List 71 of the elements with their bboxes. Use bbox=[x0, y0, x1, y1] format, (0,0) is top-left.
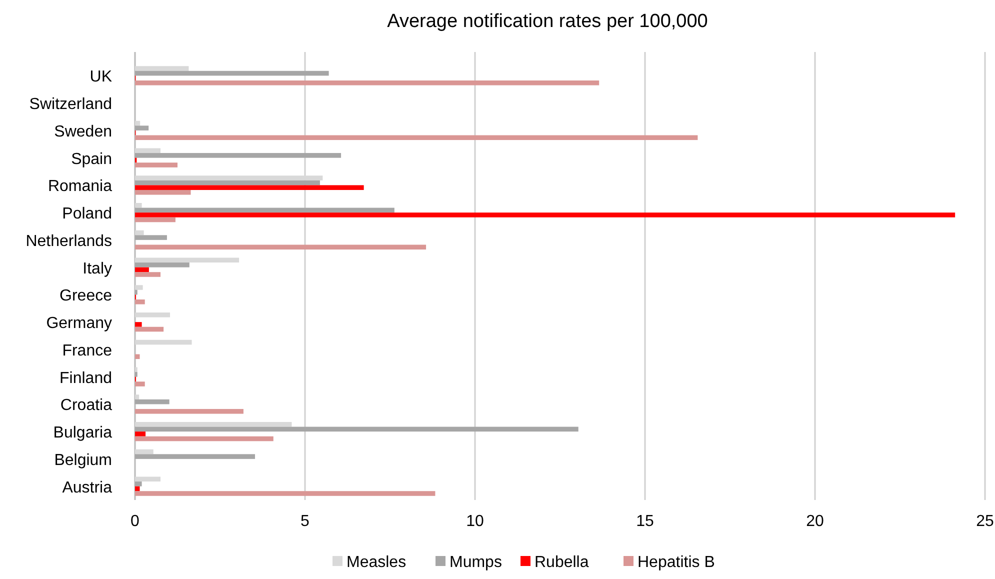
y-tick-label: Finland bbox=[60, 370, 112, 387]
bar bbox=[135, 70, 329, 76]
bar bbox=[135, 454, 256, 459]
y-tick-label: Switzerland bbox=[29, 96, 112, 114]
bar bbox=[135, 399, 170, 404]
bar bbox=[135, 422, 292, 427]
bar bbox=[135, 180, 320, 186]
bar bbox=[135, 120, 140, 126]
bar bbox=[135, 394, 140, 400]
y-tick-label: Germany bbox=[46, 315, 112, 332]
bar bbox=[135, 230, 144, 236]
bar bbox=[135, 354, 140, 360]
y-tick-label: UK bbox=[90, 68, 112, 86]
y-tick-label: Bulgaria bbox=[53, 424, 112, 442]
y-tick-label: Poland bbox=[62, 206, 112, 223]
bar bbox=[135, 285, 143, 290]
bar bbox=[135, 382, 145, 386]
legend-label: Hepatitis B bbox=[638, 554, 715, 571]
bar bbox=[135, 153, 342, 158]
bar bbox=[135, 244, 426, 250]
y-tick-label: Spain bbox=[71, 150, 112, 168]
bar bbox=[135, 322, 142, 327]
bar bbox=[135, 432, 146, 436]
bar bbox=[135, 212, 956, 218]
bar bbox=[135, 272, 160, 277]
bar bbox=[135, 436, 274, 442]
bar bbox=[135, 217, 176, 222]
x-tick-label: 15 bbox=[636, 513, 654, 530]
bar bbox=[135, 208, 394, 213]
y-tick-label: Romania bbox=[48, 178, 112, 196]
bar bbox=[135, 262, 190, 268]
bar bbox=[135, 267, 149, 272]
bar bbox=[135, 486, 140, 492]
bar bbox=[135, 135, 698, 140]
bar bbox=[135, 202, 142, 208]
bar bbox=[135, 66, 189, 71]
x-tick-label: 25 bbox=[976, 513, 994, 530]
bar bbox=[135, 408, 244, 414]
y-tick-label: Austria bbox=[62, 479, 112, 496]
legend-label: Rubella bbox=[534, 554, 589, 571]
bar bbox=[135, 299, 145, 304]
y-tick-label: Sweden bbox=[54, 123, 112, 140]
bar bbox=[135, 235, 167, 240]
y-tick-label: Netherlands bbox=[26, 232, 112, 250]
bar bbox=[135, 340, 192, 345]
bar bbox=[135, 326, 164, 332]
bar bbox=[135, 162, 178, 168]
chart-title: Average notification rates per 100,000 bbox=[387, 11, 708, 32]
y-tick-label: France bbox=[62, 342, 112, 360]
bar bbox=[135, 126, 149, 130]
y-tick-label: Greece bbox=[60, 288, 112, 305]
bar bbox=[135, 426, 578, 432]
x-tick-label: 5 bbox=[300, 513, 310, 530]
x-tick-label: 10 bbox=[466, 513, 484, 530]
y-tick-label: Italy bbox=[82, 260, 112, 278]
bar bbox=[135, 312, 170, 318]
x-tick-label: 20 bbox=[806, 513, 824, 530]
legend-label: Mumps bbox=[450, 554, 502, 571]
bar bbox=[135, 482, 142, 486]
bar bbox=[135, 491, 436, 496]
bar bbox=[135, 148, 160, 154]
bar bbox=[135, 449, 154, 454]
x-tick-label: 0 bbox=[130, 513, 140, 530]
y-tick-label: Belgium bbox=[54, 452, 112, 469]
bar bbox=[135, 190, 191, 195]
bar bbox=[135, 185, 364, 190]
bar bbox=[135, 476, 160, 482]
legend-label: Measles bbox=[346, 554, 406, 571]
bar bbox=[135, 258, 240, 263]
y-tick-label: Croatia bbox=[60, 397, 112, 414]
bar bbox=[135, 80, 600, 86]
